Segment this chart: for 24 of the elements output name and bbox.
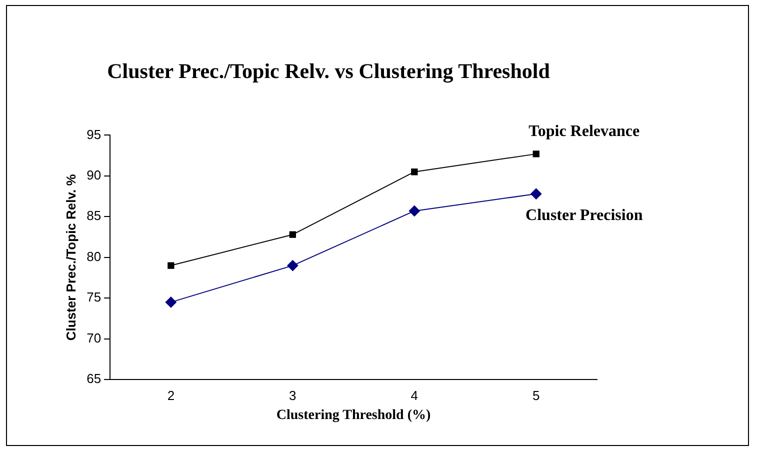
y-axis-title: Cluster Prec./Topic Relv. % xyxy=(63,174,78,341)
point xyxy=(530,188,542,200)
x-tick-label: 2 xyxy=(167,388,175,403)
series-label: Topic Relevance xyxy=(528,123,640,140)
chart-title: Cluster Prec./Topic Relv. vs Clustering Threshold xyxy=(107,59,550,84)
y-tick-label: 80 xyxy=(86,248,102,264)
point xyxy=(289,231,296,238)
point xyxy=(411,168,418,176)
y-tick-label: 85 xyxy=(86,208,102,224)
series-label: Cluster Precision xyxy=(526,206,643,224)
y-tick-label: 65 xyxy=(86,371,102,386)
x-tick-label: 4 xyxy=(410,388,418,403)
y-tick-label: 90 xyxy=(86,168,102,183)
x-tick-label: 3 xyxy=(289,388,296,403)
point xyxy=(165,296,176,308)
y-tick-label: 95 xyxy=(86,126,102,142)
point xyxy=(168,262,174,269)
point xyxy=(287,260,298,272)
y-tick-label: 75 xyxy=(86,290,102,305)
x-tick-label: 5 xyxy=(532,388,540,403)
y-tick-label: 70 xyxy=(86,330,102,346)
point xyxy=(408,205,420,216)
point xyxy=(532,150,540,158)
x-axis-title: Clustering Threshold (%) xyxy=(276,408,432,424)
